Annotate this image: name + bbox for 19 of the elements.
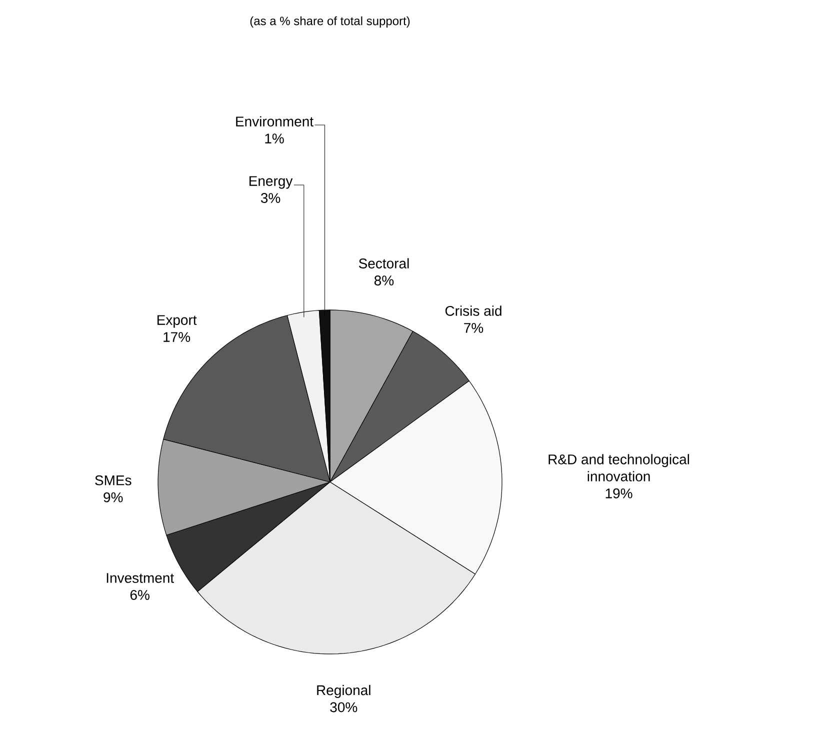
slice-label: Environment xyxy=(236,116,314,126)
slice-label: Regional xyxy=(317,684,370,698)
data-label: 1% xyxy=(265,134,284,144)
slice-label: R&D and technological innovation xyxy=(548,454,690,482)
data-label: 8% xyxy=(374,276,394,286)
slice-label: Crisis aid xyxy=(445,306,502,316)
data-label: 17% xyxy=(164,332,190,342)
chart-title: (as a % share of total support) xyxy=(250,16,410,28)
slice-label: Energy xyxy=(250,176,293,189)
slice-label: Export xyxy=(157,315,197,328)
slice-label: Investment xyxy=(106,573,174,583)
data-label: 9% xyxy=(104,492,123,502)
data-label: 19% xyxy=(606,488,632,498)
data-label: 30% xyxy=(330,702,358,712)
data-label: 7% xyxy=(464,323,484,333)
data-label: 3% xyxy=(260,193,280,203)
slice-label: Sectoral xyxy=(358,258,409,268)
data-label: 6% xyxy=(130,590,150,600)
slice-label: SMEs xyxy=(95,475,132,486)
